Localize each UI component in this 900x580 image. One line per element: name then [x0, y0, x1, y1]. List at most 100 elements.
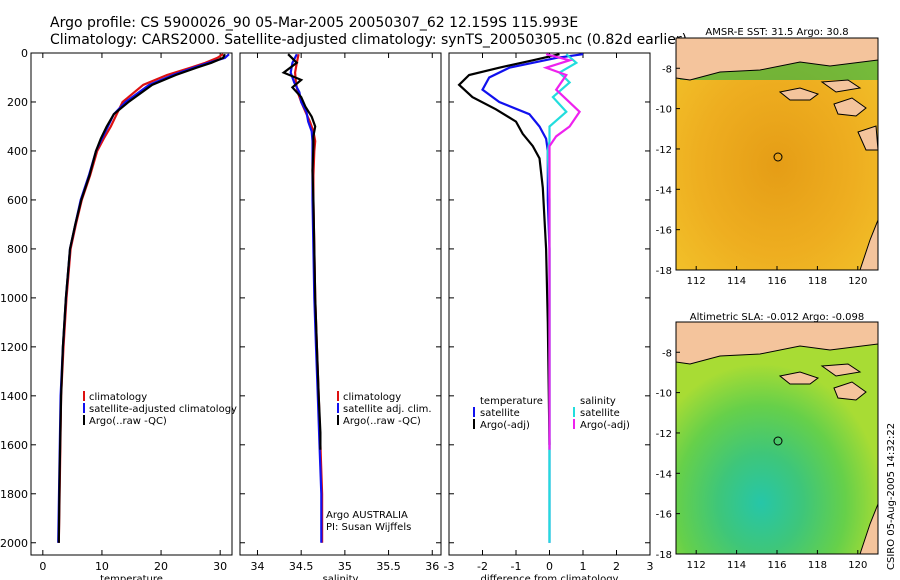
map-y-tick-label: -18 — [656, 266, 672, 277]
sst-map: AMSR-E SST: 31.5 Argo: 30.8 112 114 116 118… — [656, 27, 879, 287]
figure-title-line1: Argo profile: CS 5900026_90 05-Mar-2005 … — [50, 15, 578, 31]
legend-label: satellite-adjusted climatology — [89, 404, 237, 415]
x-tick-label: 3 — [647, 560, 654, 573]
x-tick-label: 35.5 — [376, 560, 401, 573]
sla-australia-coast — [859, 503, 878, 554]
map-y-tick-label: -8 — [662, 348, 672, 359]
map-x-tick-label: 118 — [808, 276, 827, 287]
series-line-argo_salinity — [542, 53, 582, 450]
x-tick-label: 35 — [338, 560, 352, 573]
plot-frame — [239, 52, 442, 556]
x-tick-label: 34.5 — [289, 560, 314, 573]
legend-heading: temperature — [480, 396, 543, 407]
legend-heading: salinity — [580, 396, 616, 407]
y-tick-label: 400 — [7, 145, 28, 158]
y-tick-label: 1600 — [0, 439, 28, 452]
y-tick-label: 0 — [21, 47, 28, 60]
legend-label: satellite — [580, 408, 620, 419]
map-x-tick-label: 116 — [767, 276, 786, 287]
map-y-tick-label: -8 — [662, 64, 672, 75]
x-axis-label: difference from climatology — [481, 574, 619, 580]
x-tick-label: -2 — [477, 560, 488, 573]
sla-map: Altimetric SLA: -0.012 Argo: -0.098 112 1… — [656, 312, 879, 571]
x-tick-label: -1 — [511, 560, 522, 573]
x-tick-label: -3 — [444, 560, 455, 573]
x-tick-label: 36 — [425, 560, 439, 573]
sst-java-coast — [676, 38, 878, 81]
map-y-tick-label: -10 — [656, 389, 672, 400]
sla-island — [820, 363, 862, 377]
series-line-climatology — [293, 53, 324, 543]
map-x-tick-label: 114 — [727, 276, 746, 287]
series-group — [57, 53, 230, 543]
figure-title-line2: Climatology: CARS2000. Satellite-adjuste… — [50, 32, 687, 48]
sst-island — [778, 87, 820, 101]
series-line-satellite — [289, 53, 323, 543]
map-x-tick-label: 118 — [808, 560, 827, 571]
series-group — [281, 53, 324, 543]
series-line-argo — [281, 53, 322, 450]
legend-label: Argo(-adj) — [480, 420, 530, 431]
sst-argo-marker — [773, 152, 783, 162]
legend-label: Argo(..raw -QC) — [343, 416, 421, 427]
x-tick-label: 2 — [613, 560, 620, 573]
x-tick-label: 30 — [213, 560, 227, 573]
sst-island — [833, 97, 867, 117]
sst-map-title: AMSR-E SST: 31.5 Argo: 30.8 — [705, 27, 848, 38]
salinity-panel: 34 34.5 35 35.5 36 salinity climatologysatelli… — [239, 52, 442, 580]
series-group — [457, 53, 584, 543]
y-tick-label: 800 — [7, 243, 28, 256]
sla-map-title: Altimetric SLA: -0.012 Argo: -0.098 — [690, 312, 865, 323]
x-axis-label: salinity — [323, 574, 359, 580]
y-tick-label: 1200 — [0, 341, 28, 354]
sla-argo-marker — [773, 436, 783, 446]
y-tick-label: 1400 — [0, 390, 28, 403]
sla-java-coast — [676, 322, 878, 365]
series-line-satellite_salinity — [546, 53, 579, 543]
x-tick-label: 0 — [546, 560, 553, 573]
y-tick-label: 1000 — [0, 292, 28, 305]
legend-label: Argo(-adj) — [580, 420, 630, 431]
sst-australia-coast — [859, 219, 878, 270]
y-tick-label: 200 — [7, 96, 28, 109]
series-line-argo — [457, 53, 560, 445]
map-y-tick-label: -14 — [656, 469, 672, 480]
x-tick-label: 20 — [154, 560, 168, 573]
plot-frame — [30, 52, 233, 556]
sla-field — [676, 322, 878, 554]
map-x-tick-label: 120 — [848, 276, 867, 287]
x-tick-label: 34 — [250, 560, 264, 573]
sla-island — [833, 381, 867, 401]
map-y-tick-label: -16 — [656, 510, 672, 521]
map-x-tick-label: 116 — [767, 560, 786, 571]
legend-label: satellite adj. clim. — [343, 404, 432, 415]
y-tick-label: 600 — [7, 194, 28, 207]
map-y-tick-label: -10 — [656, 105, 672, 116]
map-y-tick-label: -14 — [656, 185, 672, 196]
map-y-tick-label: -18 — [656, 550, 672, 561]
map-x-tick-label: 112 — [687, 560, 706, 571]
y-tick-label: 2000 — [0, 537, 28, 550]
series-line-argo — [57, 53, 226, 543]
sst-island — [857, 125, 878, 151]
float-annotation: PI: Susan Wijffels — [326, 522, 411, 533]
x-tick-label: 0 — [39, 560, 46, 573]
float-annotation: Argo AUSTRALIA — [326, 510, 408, 521]
series-line-climatology — [57, 53, 224, 543]
x-tick-label: 10 — [95, 560, 109, 573]
legend-label: climatology — [343, 392, 401, 403]
map-x-tick-label: 112 — [687, 276, 706, 287]
difference-panel: -3 -2 -1 0 1 2 3 difference from climatology tem… — [444, 52, 654, 580]
legend-label: climatology — [89, 392, 147, 403]
series-line-satellite — [57, 53, 230, 543]
sla-island — [778, 371, 820, 385]
map-x-tick-label: 120 — [848, 560, 867, 571]
legend-label: satellite — [480, 408, 520, 419]
map-y-tick-label: -12 — [656, 145, 672, 156]
temperature-panel: 0 10 20 30 temperature 0 200 400 600 800 1000 1200 1… — [0, 47, 237, 580]
map-x-tick-label: 114 — [727, 560, 746, 571]
y-tick-label: 1800 — [0, 488, 28, 501]
legend-label: Argo(..raw -QC) — [89, 416, 167, 427]
credit-text: CSIRO 05-Aug-2005 14:32:22 — [886, 423, 897, 570]
